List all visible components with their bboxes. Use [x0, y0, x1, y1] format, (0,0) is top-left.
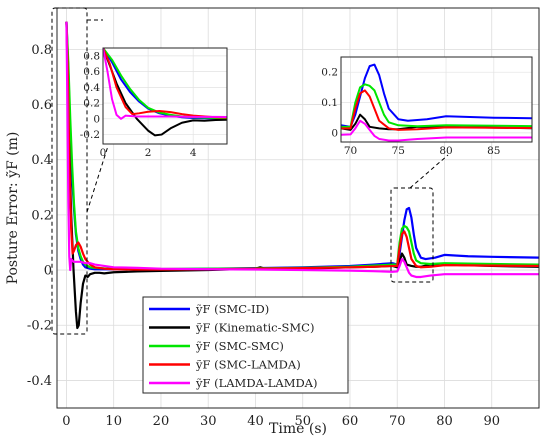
inset-right-x-tick-0: 70	[344, 145, 357, 157]
y-tick-labels: -0.4 -0.2 0 0.2 0.4 0.6 0.8	[27, 43, 52, 389]
legend-label-1: ỹF (Kinematic-SMC)	[195, 321, 314, 335]
inset-left-tick-labels: 0 2 4-0.200.20.40.60.8	[80, 50, 197, 159]
inset-right-series-line-3	[341, 89, 532, 131]
inset-left-background	[102, 47, 228, 145]
inset-left-y-tick-5: 0.8	[83, 50, 100, 62]
zoom-connector-right	[409, 154, 449, 189]
inset-right-y-tick-0: 0	[331, 127, 338, 139]
x-tick-label-9: 90	[483, 414, 500, 429]
zoom-box-right	[390, 187, 434, 283]
y-tick-label-0: -0.4	[27, 374, 52, 389]
x-tick-label-7: 70	[389, 414, 406, 429]
y-axis-label: Posture Error: ỹF (m)	[5, 132, 21, 285]
x-tick-label-0: 0	[62, 414, 70, 429]
inset-right-y-tick-2: 0.2	[321, 67, 338, 79]
main-series-group	[65, 21, 540, 330]
inset-left-y-tick-4: 0.6	[83, 66, 100, 78]
legend-label-2: ỹF (SMC-SMC)	[195, 339, 284, 353]
y-tick-label-5: 0.6	[31, 98, 52, 113]
y-tick-label-1: -0.2	[27, 319, 52, 334]
y-tick-label-6: 0.8	[31, 43, 52, 58]
inset-left-frame	[102, 47, 228, 145]
inset-left-y-tick-3: 0.4	[83, 82, 100, 94]
x-tick-label-8: 80	[436, 414, 453, 429]
inset-right-series-line-4	[341, 119, 532, 142]
inset-right-tick-labels: 70 75 80 85 0 0.1 0.2	[321, 67, 500, 157]
inset-left-series-line-3	[103, 48, 227, 119]
inset-right-x-tick-1: 75	[392, 145, 405, 157]
y-tick-label-4: 0.4	[31, 153, 52, 168]
inset-left-x-tick-2: 4	[190, 147, 197, 159]
inset-left-x-tick-1: 2	[145, 147, 152, 159]
inset-left-x-tick-0: 0	[100, 147, 107, 159]
inset-right-series-line-0	[341, 63, 532, 128]
inset-right-x-tick-2: 80	[439, 145, 452, 157]
zoom-box-left	[51, 7, 88, 335]
inset-left-y-tick-0: -0.2	[80, 129, 100, 141]
legend-label-4: ỹF (LAMDA-LAMDA)	[195, 376, 317, 390]
inset-right-series-line-2	[341, 83, 532, 128]
inset-left-y-tick-2: 0.2	[83, 98, 100, 110]
inset-right-frame	[340, 56, 533, 143]
x-tick-label-4: 40	[247, 414, 264, 429]
x-tick-label-6: 60	[342, 414, 359, 429]
y-tick-label-2: 0	[44, 264, 52, 279]
zoom-connector-left-bottom	[86, 145, 109, 213]
x-tick-label-2: 20	[153, 414, 170, 429]
x-tick-label-5: 50	[294, 414, 311, 429]
inset-left-series	[102, 48, 227, 144]
inset-right-series	[341, 57, 532, 142]
inset-right-x-tick-3: 85	[487, 145, 500, 157]
inset-right-y-tick-1: 0.1	[321, 97, 338, 109]
inset-left-y-tick-1: 0	[93, 113, 100, 125]
x-tick-label-3: 30	[200, 414, 217, 429]
x-tick-label-1: 10	[105, 414, 122, 429]
y-tick-label-3: 0.2	[31, 208, 52, 223]
plot-frame	[56, 7, 540, 409]
x-axis-label: Time (s)	[269, 421, 327, 437]
x-tick-labels: 0 10 20 30 40 50 60 70 80 90	[62, 414, 500, 429]
legend-label-3: ỹF (SMC-LAMDA)	[195, 358, 301, 372]
inset-left-series-line-1	[103, 48, 227, 137]
legend: ỹF (SMC-ID) ỹF (Kinematic-SMC) ỹF (SMC-SMC…	[142, 296, 349, 394]
legend-label-0: ỹF (SMC-ID)	[195, 302, 269, 316]
series-line-4	[65, 21, 539, 279]
inset-left-series-line-4	[103, 48, 227, 120]
legend-items: ỹF (SMC-ID) ỹF (Kinematic-SMC) ỹF (SMC-SMC…	[149, 302, 317, 390]
